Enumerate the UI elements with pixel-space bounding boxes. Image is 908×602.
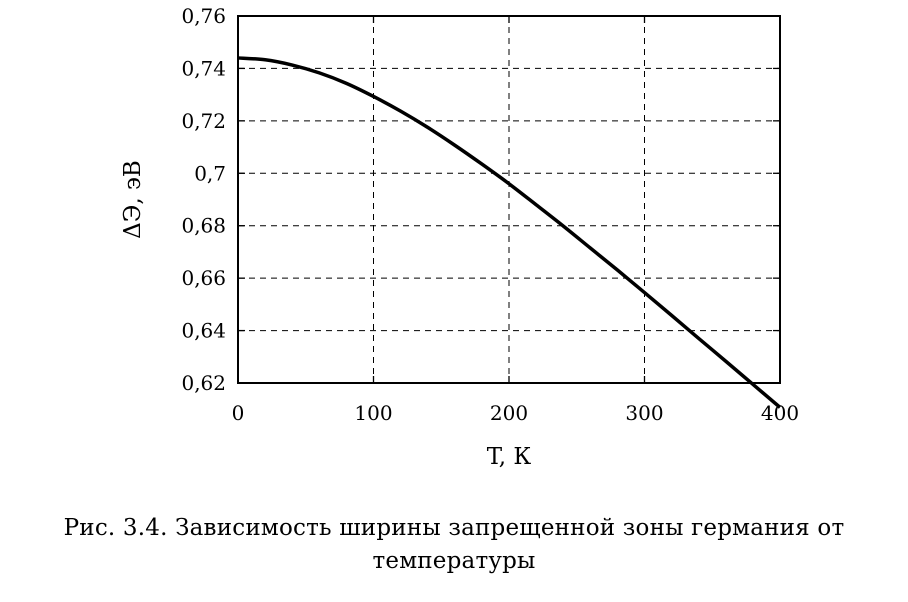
x-tick-label: 400: [761, 401, 799, 425]
figure-caption: Рис. 3.4. Зависимость ширины запрещенной…: [20, 512, 888, 578]
y-axis-title: ΔЭ, эВ: [120, 160, 146, 239]
y-tick-label: 0,62: [181, 371, 226, 395]
y-tick-label: 0,66: [181, 266, 226, 290]
ticks: [237, 15, 781, 384]
tick-labels: 0 100 200 300 400 0,62 0,64 0,66 0,68 0,7 0,72 0,74…: [181, 4, 799, 425]
caption-line-1: Рис. 3.4. Зависимость ширины запрещенной…: [63, 515, 845, 541]
y-tick-label: 0,68: [181, 214, 226, 238]
caption-line-2: температуры: [372, 548, 536, 574]
x-axis-title: T, К: [487, 444, 532, 470]
series-line-0: [237, 56, 782, 409]
y-tick-label: 0,76: [181, 4, 226, 28]
y-tick-label: 0,64: [181, 319, 226, 343]
y-tick-label: 0,7: [194, 161, 226, 185]
chart: 0 100 200 300 400 0,62 0,64 0,66 0,68 0,7 0,72 0,74…: [120, 4, 799, 470]
x-tick-label: 0: [232, 401, 245, 425]
y-tick-label: 0,74: [181, 56, 226, 80]
x-tick-label: 200: [490, 401, 528, 425]
series-layer: [237, 56, 782, 409]
x-tick-label: 100: [354, 401, 392, 425]
y-tick-label: 0,72: [181, 109, 226, 133]
x-tick-label: 300: [625, 401, 663, 425]
